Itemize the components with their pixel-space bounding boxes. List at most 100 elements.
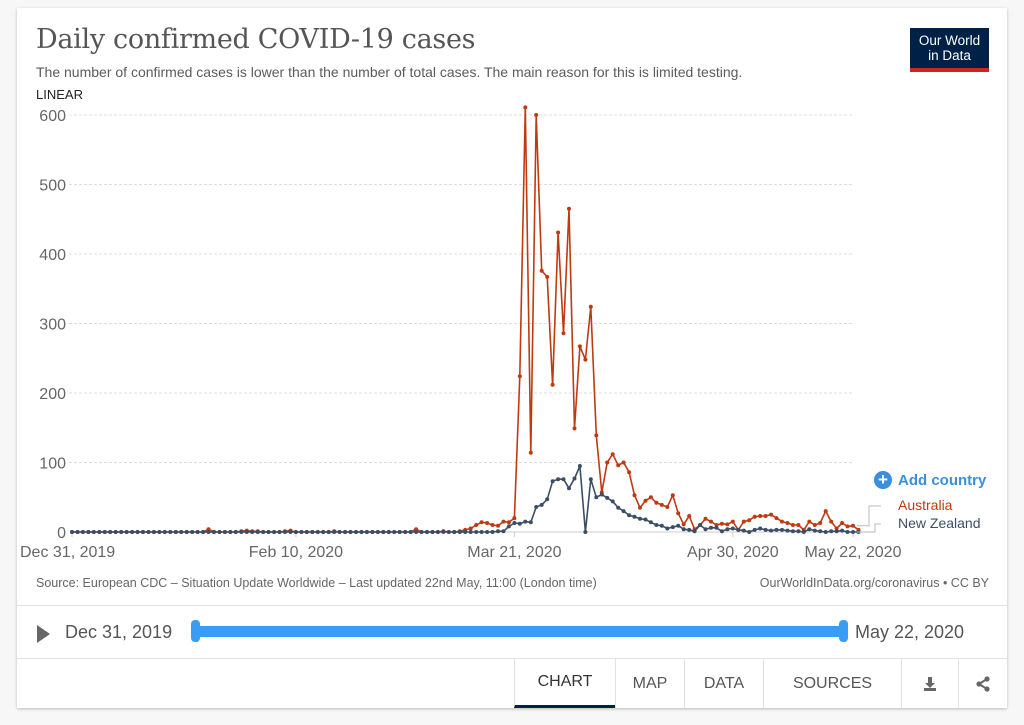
tab-map[interactable]: MAP xyxy=(615,659,684,708)
chart-title: Daily confirmed COVID-19 cases xyxy=(36,24,476,55)
play-icon[interactable] xyxy=(37,625,50,643)
tab-chart[interactable]: CHART xyxy=(514,659,615,708)
data-point xyxy=(725,522,730,527)
owid-logo[interactable]: Our World in Data xyxy=(910,28,989,72)
data-point xyxy=(315,530,320,534)
add-country-label: Add country xyxy=(898,471,987,489)
timeline-slider-track[interactable] xyxy=(194,626,845,637)
data-point xyxy=(752,514,757,519)
tab-bar: CHART MAP DATA SOURCES xyxy=(17,659,1007,708)
data-point xyxy=(572,426,577,431)
y-tick-label: 100 xyxy=(39,456,66,473)
logo-line-1: Our World xyxy=(918,33,981,48)
data-point xyxy=(528,520,533,525)
data-point xyxy=(244,530,249,534)
timeline-end-handle[interactable] xyxy=(839,620,848,642)
data-point xyxy=(173,530,178,534)
data-point xyxy=(75,530,80,534)
data-point xyxy=(539,268,544,273)
data-point xyxy=(763,514,768,518)
source-note[interactable]: Source: European CDC – Situation Update … xyxy=(36,576,597,590)
data-point xyxy=(239,530,244,534)
data-point xyxy=(659,502,664,507)
data-point xyxy=(310,530,315,534)
data-point xyxy=(179,530,184,534)
download-button[interactable] xyxy=(901,659,958,708)
data-point xyxy=(452,530,457,534)
data-point xyxy=(523,105,528,110)
timeline-end-date: May 22, 2020 xyxy=(855,622,965,642)
data-point xyxy=(659,523,664,528)
tab-data[interactable]: DATA xyxy=(684,659,763,708)
data-point xyxy=(692,529,697,534)
data-point xyxy=(703,527,708,532)
data-point xyxy=(206,527,211,532)
data-point xyxy=(414,530,419,534)
add-country-button[interactable]: + Add country xyxy=(874,471,986,489)
data-point xyxy=(763,527,768,532)
data-point xyxy=(616,505,621,510)
chart-card: Daily confirmed COVID-19 cases The numbe… xyxy=(17,8,1007,708)
data-point xyxy=(627,470,632,475)
data-point xyxy=(364,530,369,534)
data-point xyxy=(725,527,730,532)
data-point xyxy=(567,206,571,211)
data-point xyxy=(807,527,812,532)
owid-url-link[interactable]: OurWorldInData.org/coronavirus • CC BY xyxy=(759,576,989,590)
data-point xyxy=(703,516,708,521)
data-point xyxy=(583,357,588,362)
data-point xyxy=(266,530,271,534)
x-tick-label: Mar 21, 2020 xyxy=(467,544,561,561)
divider xyxy=(17,658,1007,659)
legend-new-zealand[interactable]: New Zealand xyxy=(898,515,981,531)
data-point xyxy=(534,505,539,509)
data-point xyxy=(212,530,216,534)
data-point xyxy=(790,523,795,527)
data-point xyxy=(845,530,850,534)
data-point xyxy=(528,450,533,455)
data-point xyxy=(550,382,555,387)
data-point xyxy=(605,495,610,500)
data-point xyxy=(605,460,610,465)
tab-sources[interactable]: SOURCES xyxy=(763,659,901,708)
tab-data-label: DATA xyxy=(703,674,745,692)
data-point xyxy=(485,530,490,534)
data-point xyxy=(577,464,582,468)
data-point xyxy=(719,529,724,534)
data-point xyxy=(195,530,200,534)
data-point xyxy=(517,374,522,379)
line-chart: 0 100 200 300 400 500 600 Dec 31, 2019 Feb 10, … xyxy=(20,105,902,561)
share-button[interactable] xyxy=(958,659,1007,708)
data-point xyxy=(506,520,511,525)
data-point xyxy=(354,530,358,534)
data-point xyxy=(709,525,713,530)
data-point xyxy=(758,526,763,531)
scale-toggle[interactable]: LINEAR xyxy=(36,87,83,102)
timeline-start-handle[interactable] xyxy=(191,620,200,642)
data-point xyxy=(752,527,757,532)
y-tick-label: 200 xyxy=(39,386,66,403)
legend-connectors xyxy=(857,505,881,533)
data-point xyxy=(288,530,293,534)
data-point xyxy=(184,530,189,534)
data-point xyxy=(823,509,828,514)
data-point xyxy=(632,493,637,498)
data-point xyxy=(392,530,397,534)
data-point xyxy=(687,527,692,532)
series-lines xyxy=(70,105,861,534)
data-point xyxy=(790,529,795,534)
legend-australia[interactable]: Australia xyxy=(898,497,953,513)
data-point xyxy=(627,513,632,518)
data-point xyxy=(665,526,670,531)
data-point xyxy=(523,519,528,524)
data-point xyxy=(463,530,468,534)
data-point xyxy=(572,476,577,481)
data-point xyxy=(304,530,309,534)
data-point xyxy=(272,530,277,534)
data-point xyxy=(550,479,555,484)
divider xyxy=(17,605,1007,606)
data-point xyxy=(446,530,451,534)
data-point xyxy=(561,331,566,336)
data-point xyxy=(479,530,484,534)
series-line xyxy=(72,106,859,533)
